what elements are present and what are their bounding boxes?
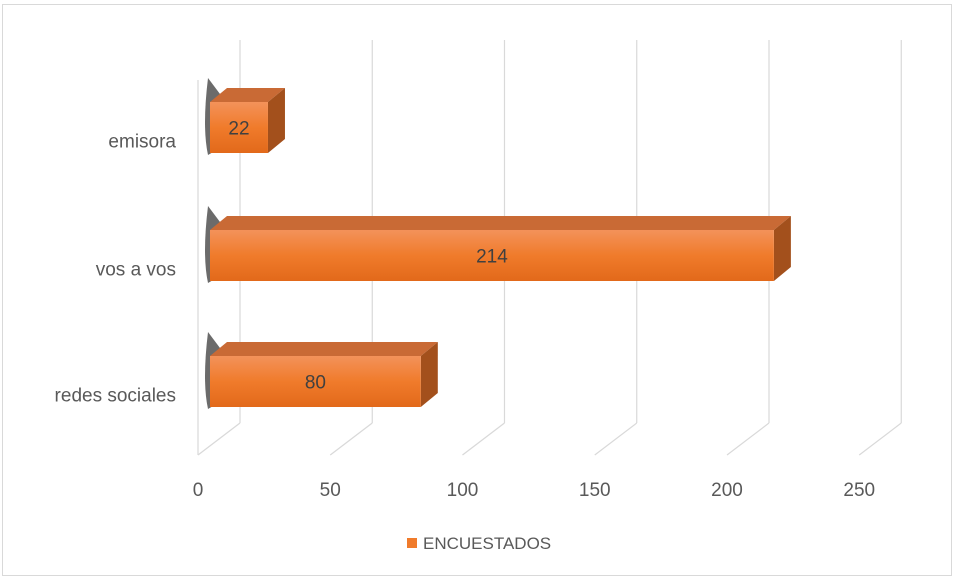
bar bbox=[210, 356, 421, 407]
bar bbox=[210, 230, 774, 281]
gridline-floor bbox=[594, 422, 638, 456]
data-label: 22 bbox=[228, 119, 249, 140]
category-label: redes sociales bbox=[55, 386, 176, 407]
bar-side-face bbox=[267, 88, 285, 153]
data-label: 80 bbox=[305, 373, 326, 394]
legend-swatch bbox=[407, 538, 417, 548]
x-tick-label: 150 bbox=[579, 480, 611, 501]
bars bbox=[205, 78, 791, 409]
x-tick-label: 200 bbox=[711, 480, 743, 501]
gridline-floor bbox=[329, 422, 373, 456]
category-label: vos a vos bbox=[96, 260, 176, 281]
legend-label: ENCUESTADOS bbox=[423, 534, 551, 553]
category-label: emisora bbox=[108, 132, 176, 153]
x-tick-label: 0 bbox=[193, 480, 204, 501]
legend: ENCUESTADOS bbox=[407, 534, 551, 553]
gridline-floor bbox=[197, 422, 241, 456]
chart-area bbox=[2, 4, 952, 576]
x-tick-label: 100 bbox=[447, 480, 479, 501]
bar bbox=[210, 102, 268, 153]
bar-side-face bbox=[420, 342, 438, 407]
labels: 0 50 100 150 200 250 22 emisora 214 vos a vos 80 re… bbox=[55, 119, 876, 502]
bar-side-face bbox=[773, 216, 791, 281]
bar-top-face bbox=[210, 88, 285, 102]
bar-top-face bbox=[210, 342, 438, 356]
data-label: 214 bbox=[476, 247, 508, 268]
gridline-floor bbox=[726, 422, 770, 456]
bar-top-face bbox=[210, 216, 791, 230]
x-tick-label: 50 bbox=[320, 480, 341, 501]
gridline-floor bbox=[462, 422, 505, 456]
x-tick-label: 250 bbox=[843, 480, 875, 501]
gridline-floor bbox=[858, 422, 902, 456]
